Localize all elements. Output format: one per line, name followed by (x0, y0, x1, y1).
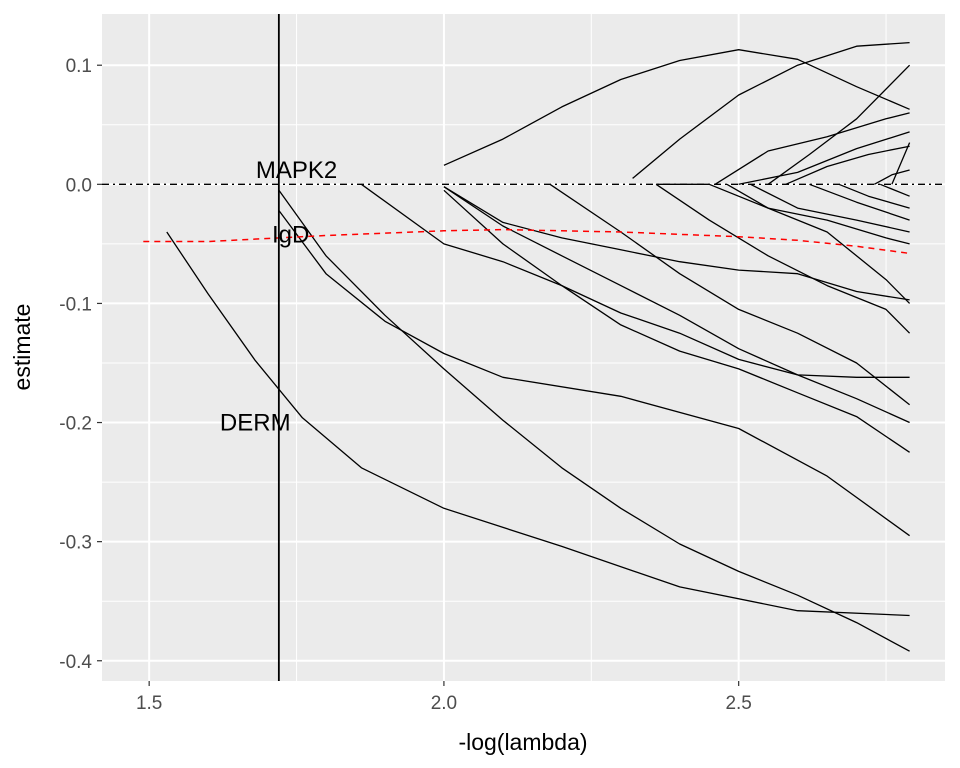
coefficient-path-line (738, 131, 910, 185)
coefficient-path-line (278, 210, 910, 537)
x-tick-label: 2.5 (725, 693, 751, 714)
coefficient-path-line (891, 142, 911, 185)
coefficient-path-line (632, 41, 910, 179)
annotations: MAPK2 IgD DERM (220, 157, 337, 437)
minor-gridlines (102, 14, 945, 681)
coefficient-path-line (838, 183, 910, 209)
coefficient-path-line (809, 183, 910, 221)
y-tick-label: -0.3 (59, 533, 92, 554)
annotation-label: DERM (220, 410, 291, 437)
coefficient-path-line (879, 183, 910, 197)
plot-panel (102, 14, 945, 681)
coefficient-path-line (443, 186, 910, 424)
coefficient-path-line (873, 169, 910, 185)
reference-lines (102, 14, 945, 681)
coefficient-paths (143, 41, 911, 652)
y-tick-label: -0.1 (59, 294, 92, 315)
coefficient-path-line (443, 186, 910, 301)
y-tick-label: -0.4 (59, 652, 92, 673)
coefficient-path-line (714, 112, 910, 185)
y-axis-ticks: 0.1 0.0 -0.1 -0.2 -0.3 -0.4 (59, 56, 102, 673)
coefficient-path-line (443, 49, 910, 166)
y-tick-label: 0.1 (66, 56, 92, 77)
coefficient-path-line (166, 231, 910, 617)
coefficient-path-line (443, 189, 910, 453)
y-axis-title: estimate (9, 304, 35, 391)
annotation-label: MAPK2 (256, 157, 337, 184)
x-axis-ticks: 1.5 2.0 2.5 (136, 681, 752, 714)
y-tick-label: 0.0 (66, 175, 92, 196)
coefficient-path-line (278, 189, 910, 652)
x-tick-label: 2.0 (431, 693, 457, 714)
coefficient-path-line (767, 64, 911, 185)
x-axis-title: -log(lambda) (458, 729, 587, 755)
coefficient-path-line (726, 183, 910, 245)
coefficient-path-line (750, 183, 910, 233)
x-tick-label: 1.5 (136, 693, 162, 714)
y-tick-label: -0.2 (59, 414, 92, 435)
annotation-label: IgD (272, 221, 309, 248)
coefficient-path-line (785, 145, 910, 185)
coefficient-path-line (655, 183, 911, 334)
coefficient-path-line (361, 183, 910, 378)
red-dashed-line (143, 228, 910, 255)
